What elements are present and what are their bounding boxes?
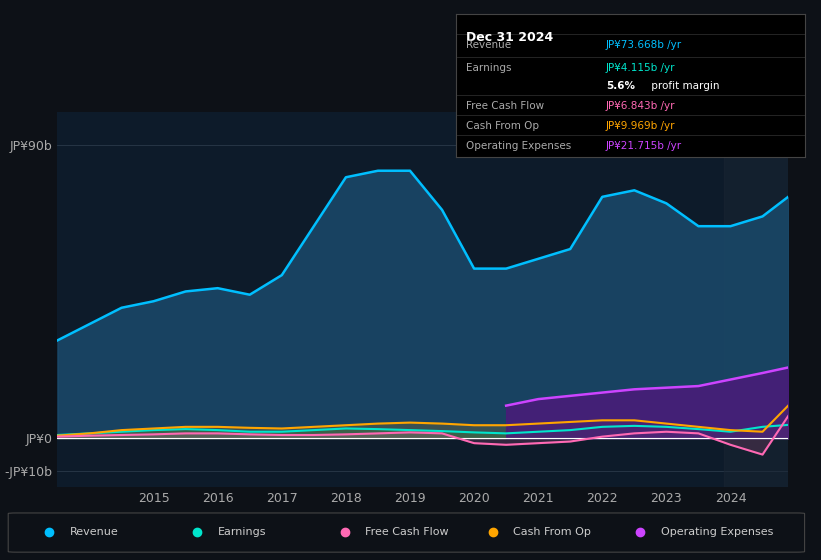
Text: Cash From Op: Cash From Op — [513, 527, 591, 537]
Text: 5.6%: 5.6% — [606, 81, 635, 91]
Text: JP¥4.115b /yr: JP¥4.115b /yr — [606, 63, 675, 73]
Text: Operating Expenses: Operating Expenses — [466, 141, 571, 151]
FancyBboxPatch shape — [8, 513, 805, 552]
Text: JP¥21.715b /yr: JP¥21.715b /yr — [606, 141, 681, 151]
Text: Free Cash Flow: Free Cash Flow — [466, 101, 544, 111]
Bar — [724, 112, 788, 487]
Text: Earnings: Earnings — [466, 63, 511, 73]
Text: Revenue: Revenue — [466, 40, 511, 50]
Text: Dec 31 2024: Dec 31 2024 — [466, 31, 553, 44]
Text: JP¥6.843b /yr: JP¥6.843b /yr — [606, 101, 675, 111]
Text: Free Cash Flow: Free Cash Flow — [365, 527, 449, 537]
Text: profit margin: profit margin — [648, 81, 719, 91]
Text: Cash From Op: Cash From Op — [466, 121, 539, 131]
Text: JP¥9.969b /yr: JP¥9.969b /yr — [606, 121, 675, 131]
Text: Revenue: Revenue — [70, 527, 118, 537]
Text: JP¥73.668b /yr: JP¥73.668b /yr — [606, 40, 681, 50]
Text: Earnings: Earnings — [218, 527, 266, 537]
Text: Operating Expenses: Operating Expenses — [661, 527, 773, 537]
